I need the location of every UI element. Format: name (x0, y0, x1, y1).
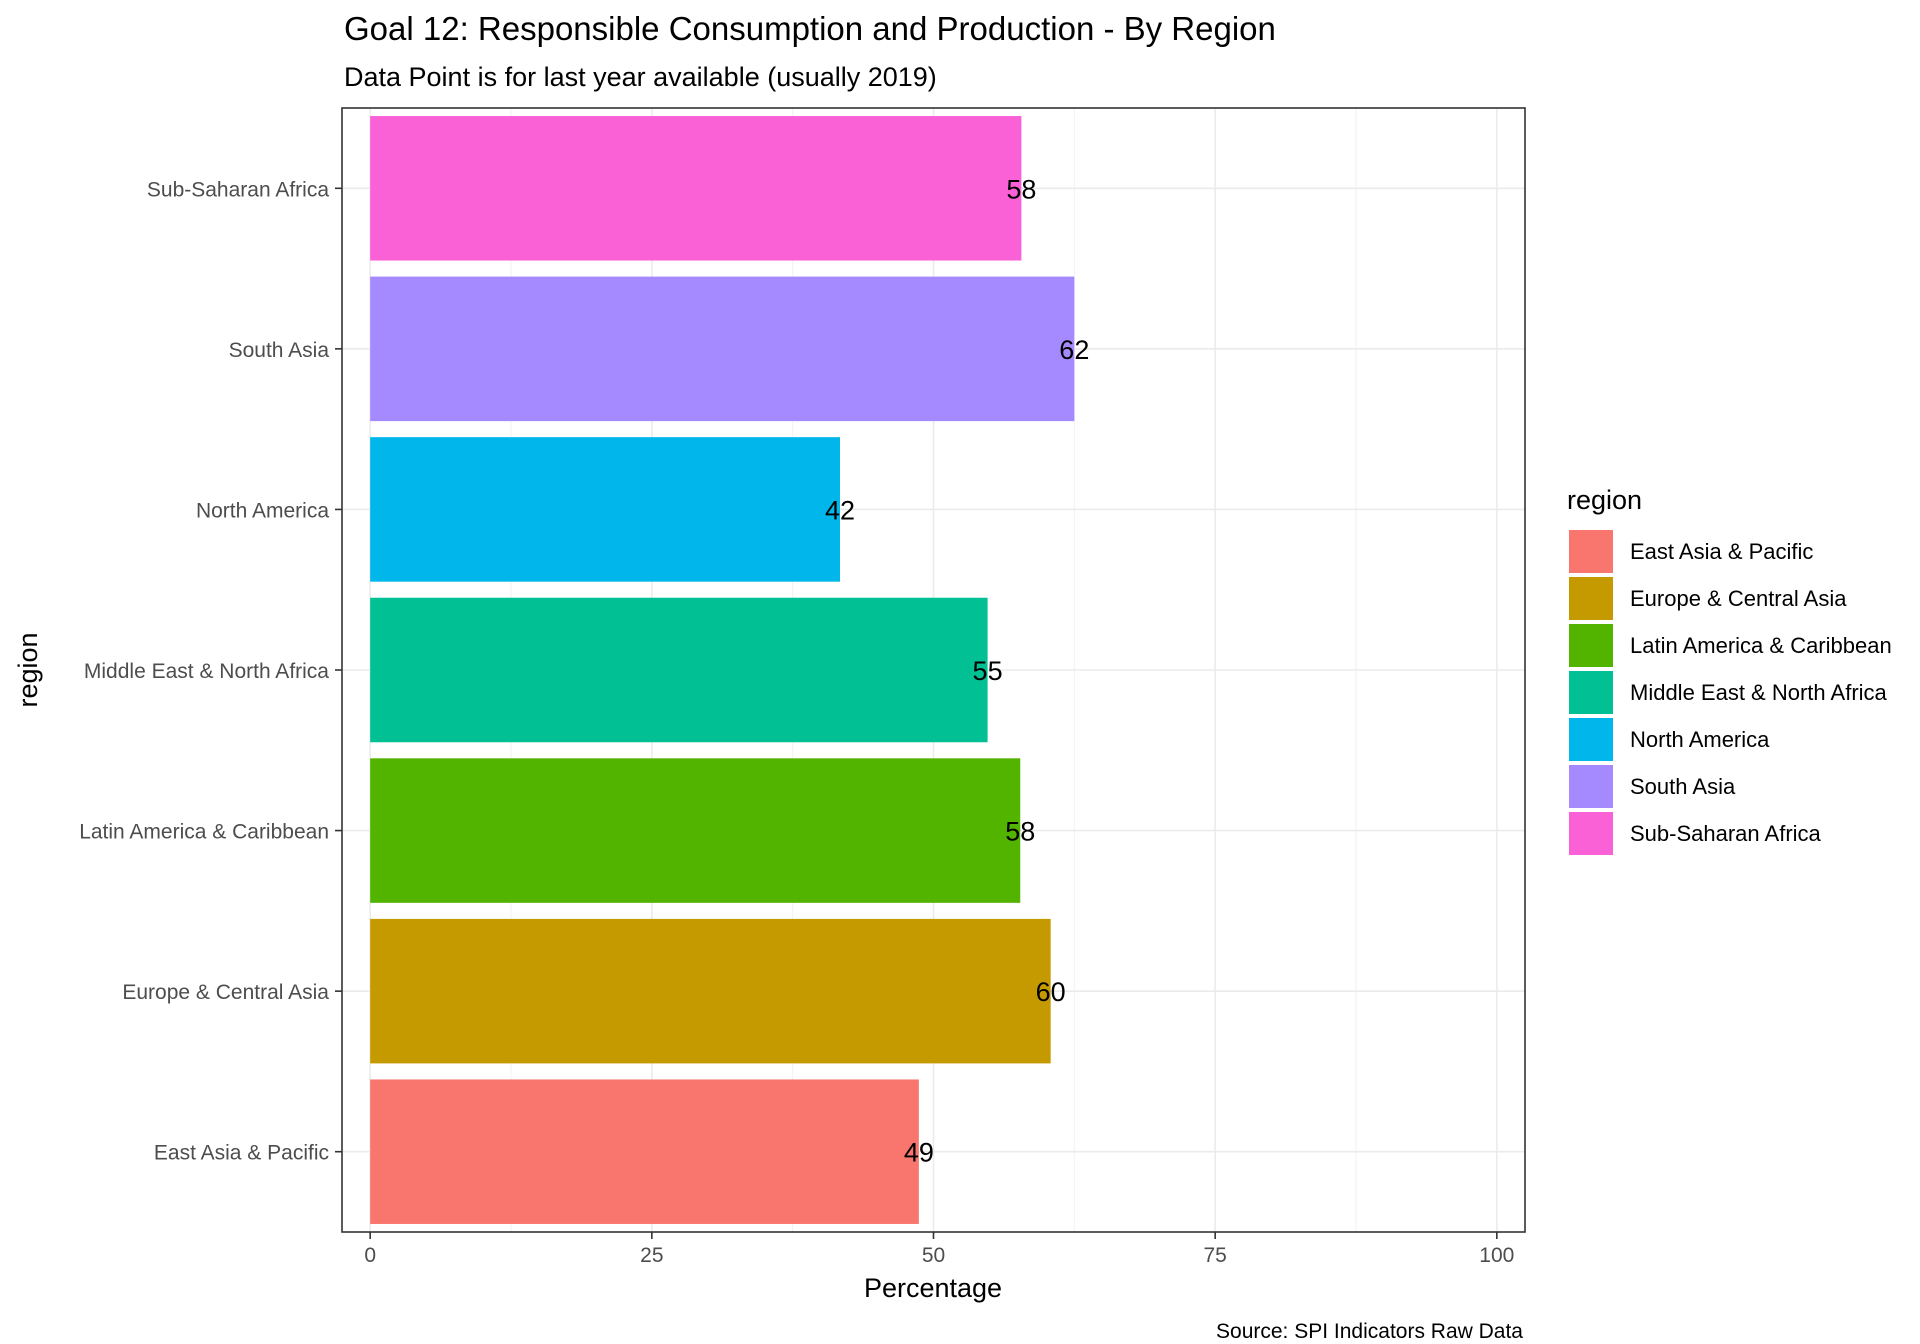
legend-swatch (1569, 577, 1613, 620)
bar-value-label: 42 (825, 495, 855, 525)
y-axis: East Asia & Pacific Europe & Central Asia… (79, 178, 342, 1165)
x-axis: 0 25 50 75 100 (364, 1232, 1514, 1267)
bar (370, 116, 1022, 261)
bar-value-label: 62 (1059, 335, 1089, 365)
x-tick-label: 75 (1203, 1244, 1226, 1267)
legend-label: Middle East & North Africa (1630, 680, 1888, 705)
legend-label: Latin America & Caribbean (1630, 633, 1892, 658)
bar (370, 276, 1075, 422)
legend-title: region (1567, 485, 1642, 515)
legend-swatch (1569, 765, 1613, 808)
y-tick-label: North America (196, 499, 329, 522)
y-tick-label: Latin America & Caribbean (79, 821, 329, 844)
legend-label: North America (1630, 727, 1770, 752)
y-tick-label: Middle East & North Africa (84, 660, 329, 683)
legend-label: South Asia (1630, 774, 1736, 799)
legend-label: Europe & Central Asia (1630, 586, 1847, 611)
x-axis-title: Percentage (864, 1273, 1002, 1303)
bar (370, 758, 1021, 903)
x-tick-label: 50 (922, 1244, 945, 1267)
bar-value-label: 58 (1005, 817, 1035, 847)
legend: region East Asia & Pacific Europe & Centr… (1567, 485, 1892, 855)
x-tick-label: 100 (1479, 1244, 1514, 1267)
legend-swatch (1569, 671, 1613, 714)
bar-value-label: 49 (904, 1138, 934, 1168)
legend-items: East Asia & Pacific Europe & Central Asia… (1569, 530, 1892, 855)
value-labels: 49 60 58 55 42 62 58 (825, 174, 1089, 1167)
legend-swatch (1569, 530, 1613, 573)
y-tick-label: Europe & Central Asia (122, 981, 329, 1004)
legend-swatch (1569, 812, 1613, 855)
bar (370, 597, 988, 743)
legend-label: East Asia & Pacific (1630, 539, 1813, 564)
caption: Source: SPI Indicators Raw Data (1216, 1320, 1523, 1343)
x-tick-label: 25 (640, 1244, 663, 1267)
x-tick-label: 0 (364, 1244, 376, 1267)
bar (370, 437, 840, 582)
chart-title: Goal 12: Responsible Consumption and Pro… (344, 10, 1276, 47)
legend-swatch (1569, 718, 1613, 761)
chart-subtitle: Data Point is for last year available (u… (344, 62, 937, 92)
y-tick-label: South Asia (229, 339, 330, 362)
bar (370, 1079, 919, 1224)
bar (370, 918, 1051, 1064)
y-tick-label: East Asia & Pacific (154, 1142, 329, 1165)
bar-value-label: 60 (1036, 977, 1066, 1007)
bar-value-label: 55 (973, 656, 1003, 686)
legend-label: Sub-Saharan Africa (1630, 821, 1822, 846)
bars (370, 116, 1075, 1224)
legend-swatch (1569, 624, 1613, 667)
bar-value-label: 58 (1006, 174, 1036, 204)
y-axis-title: region (13, 632, 43, 707)
y-tick-label: Sub-Saharan Africa (147, 178, 329, 201)
